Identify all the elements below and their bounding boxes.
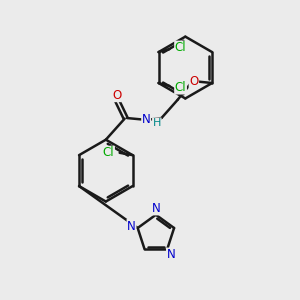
- Text: O: O: [112, 88, 121, 102]
- Text: Cl: Cl: [175, 41, 186, 54]
- Text: N: N: [152, 202, 160, 215]
- Text: N: N: [142, 113, 151, 126]
- Text: Cl: Cl: [175, 81, 186, 94]
- Text: N: N: [127, 220, 136, 232]
- Text: O: O: [189, 75, 199, 88]
- Text: Cl: Cl: [103, 146, 114, 159]
- Text: N: N: [167, 248, 175, 261]
- Text: H: H: [153, 118, 161, 128]
